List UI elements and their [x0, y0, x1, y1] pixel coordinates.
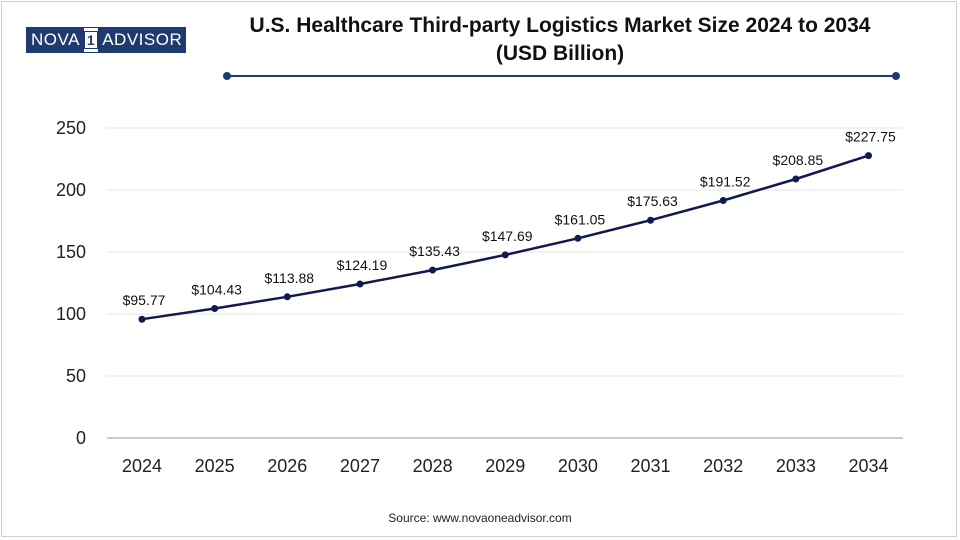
x-tick-2027: 2027: [340, 456, 380, 476]
data-point-2028: [429, 266, 437, 274]
x-tick-2029: 2029: [485, 456, 525, 476]
data-label-2028: $135.43: [409, 243, 460, 259]
x-tick-2025: 2025: [195, 456, 235, 476]
chart-title-line-1: U.S. Healthcare Third-party Logistics Ma…: [249, 14, 871, 37]
data-label-2030: $161.05: [555, 211, 606, 227]
data-point-2034: [865, 152, 872, 160]
data-label-2033: $208.85: [773, 152, 824, 168]
x-tick-2028: 2028: [413, 456, 453, 476]
data-point-2033: [792, 175, 800, 183]
y-axis-ticks: 0 50 100 150 200 250: [56, 118, 86, 448]
x-tick-2033: 2033: [776, 456, 816, 476]
data-labels: $95.77 $104.43 $113.88 $124.19 $135.43 $147.6…: [123, 129, 896, 309]
title-underline: [223, 72, 900, 80]
logo-one-mark: 1: [82, 28, 100, 52]
y-tick-100: 100: [56, 304, 86, 324]
x-tick-2030: 2030: [558, 456, 598, 476]
data-point-2032: [719, 197, 727, 205]
data-points: [138, 152, 872, 323]
data-label-2027: $124.19: [337, 257, 388, 273]
x-tick-2032: 2032: [703, 456, 743, 476]
y-tick-0: 0: [76, 428, 86, 448]
data-label-2029: $147.69: [482, 228, 533, 244]
data-label-2025: $104.43: [191, 282, 242, 298]
data-point-2029: [501, 251, 509, 259]
chart-title: U.S. Healthcare Third-party Logistics Ma…: [200, 12, 920, 68]
x-tick-2034: 2034: [848, 456, 888, 476]
logo-nova-text: NOVA: [27, 28, 83, 52]
data-point-2027: [356, 280, 364, 288]
data-label-2031: $175.63: [627, 193, 678, 209]
data-point-2031: [647, 216, 655, 224]
data-label-2034: $227.75: [845, 129, 896, 145]
title-underline-dot-left: [223, 72, 231, 80]
x-tick-2031: 2031: [631, 456, 671, 476]
data-point-2026: [283, 293, 291, 301]
chart-title-line-2: (USD Billion): [495, 42, 625, 65]
x-axis-ticks: 2024 2025 2026 2027 2028 2029 2030 2031 2032 2033…: [122, 456, 889, 476]
y-tick-150: 150: [56, 242, 86, 262]
data-label-2024: $95.77: [123, 292, 166, 308]
y-tick-50: 50: [66, 366, 86, 386]
x-tick-2024: 2024: [122, 456, 162, 476]
title-underline-dot-right: [892, 72, 900, 80]
data-point-2025: [211, 305, 219, 313]
logo-one-text: 1: [83, 31, 99, 49]
logo-advisor-text: ADVISOR: [99, 28, 187, 52]
data-point-2024: [138, 315, 146, 323]
y-tick-250: 250: [56, 118, 86, 138]
data-label-2032: $191.52: [700, 174, 751, 190]
source-note: Source: www.novaoneadvisor.com: [388, 511, 572, 525]
x-tick-2026: 2026: [267, 456, 307, 476]
data-label-2026: $113.88: [265, 270, 315, 286]
y-tick-200: 200: [56, 180, 86, 200]
novaoneadvisor-logo: NOVA 1 ADVISOR: [26, 27, 187, 53]
data-point-2030: [574, 234, 582, 242]
